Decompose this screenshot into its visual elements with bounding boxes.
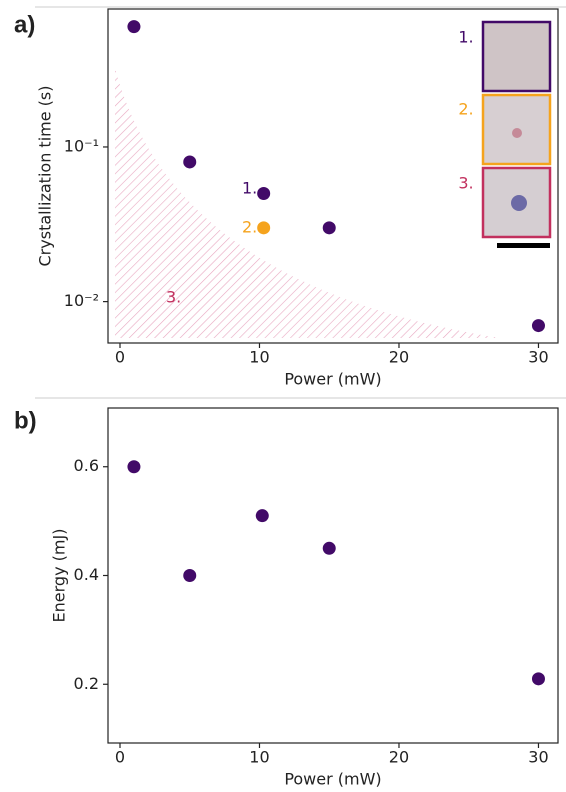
x-tick-label: 20 [389,748,409,767]
data-point [531,672,545,686]
data-point [322,221,336,235]
x-axis-label: Power (mW) [284,370,381,389]
scale-bar [497,243,550,248]
y-axis-label: Energy (mJ) [50,529,69,623]
x-tick-label: 0 [115,348,125,367]
panel-label: a) [14,11,35,38]
y-tick-label: 10⁻² [64,291,99,310]
data-point [183,569,197,582]
data-point [127,20,141,34]
panel-label: b) [14,407,37,434]
x-axis-label: Power (mW) [284,770,381,789]
plot-frame [107,8,559,344]
annotation: 2. [242,218,257,237]
y-tick-label: 0.4 [74,565,99,584]
annotation: 1. [242,179,257,198]
data-point [255,509,269,523]
data-point [257,221,271,235]
x-tick-label: 30 [528,348,548,367]
annotation: 3. [166,288,181,307]
plot-frame [107,407,559,744]
data-point [183,155,197,169]
inset-image [481,20,552,93]
inset-label: 2. [458,100,473,119]
hatched-region [115,68,500,338]
y-tick-label: 0.2 [74,674,99,693]
y-tick-label: 0.6 [74,456,99,475]
inset-spot [512,128,522,138]
x-tick-label: 10 [249,348,269,367]
data-point [322,541,336,555]
y-axis-label: Crystallization time (s) [36,86,55,267]
x-tick-label: 20 [389,348,409,367]
inset-spot [511,195,527,211]
inset-label: 1. [458,28,473,47]
data-point [257,187,271,201]
y-tick-label: 10⁻¹ [64,136,99,155]
data-point [531,319,545,333]
x-tick-label: 10 [249,748,269,767]
data-point [127,460,141,474]
insets [481,20,552,248]
x-tick-label: 30 [528,748,548,767]
x-tick-label: 0 [115,748,125,767]
inset-label: 3. [458,174,473,193]
